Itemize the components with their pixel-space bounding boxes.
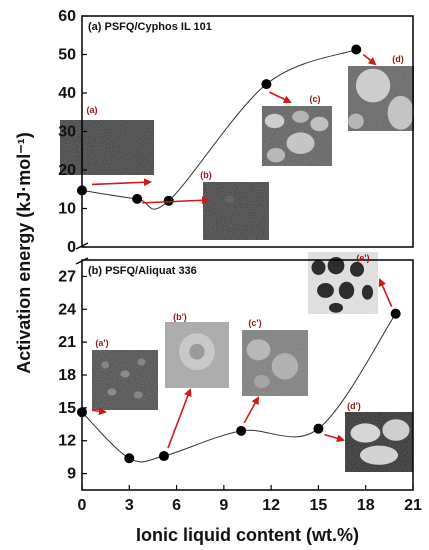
micrograph-c-prime xyxy=(242,330,308,396)
micrograph-c-prime-domain xyxy=(271,353,299,380)
micrograph-d-domain xyxy=(355,68,391,103)
micrograph-e-prime-domain xyxy=(317,283,334,298)
micrograph-c-domain xyxy=(292,110,309,123)
micrograph-a-texture xyxy=(60,120,154,175)
y-tick-label: 24 xyxy=(58,301,76,318)
inset-label: (a) xyxy=(87,105,98,115)
inset-label: (e') xyxy=(356,253,369,263)
data-point-b xyxy=(236,425,247,436)
y-tick-label: 30 xyxy=(58,124,76,141)
micrograph-a xyxy=(60,120,154,175)
y-axis-title: Activation energy (kJ·mol⁻¹) xyxy=(14,132,34,374)
micrograph-a-prime xyxy=(92,350,158,410)
micrograph-b xyxy=(203,182,269,240)
arrow-e-prime xyxy=(378,278,393,307)
arrow-c-prime xyxy=(243,396,259,424)
micrograph-e-prime-domain xyxy=(329,302,343,313)
series-line-a xyxy=(81,49,357,210)
y-tick-label: 10 xyxy=(58,201,76,218)
micrograph-a-prime-domain xyxy=(120,370,130,378)
data-point-a xyxy=(261,79,272,90)
data-point-b xyxy=(390,308,401,319)
inset-label: (a') xyxy=(95,338,108,348)
x-tick-label: 0 xyxy=(78,497,87,514)
micrograph-c-domain xyxy=(264,113,285,129)
y-tick-label: 60 xyxy=(58,8,76,25)
data-point-b xyxy=(77,407,87,418)
micrograph-e-prime-domain xyxy=(311,260,326,275)
data-point-a xyxy=(77,185,87,196)
arrow-b-prime xyxy=(167,388,192,449)
micrograph-a-prime-domain xyxy=(133,391,143,399)
y-tick-label: 18 xyxy=(58,367,76,384)
inset-label: (c) xyxy=(310,94,321,104)
x-tick-label: 12 xyxy=(262,497,280,514)
inset-label: (b) xyxy=(200,170,212,180)
micrograph-a-prime-domain xyxy=(137,358,146,366)
y-tick-label: 15 xyxy=(58,400,76,417)
micrograph-d-domain xyxy=(348,113,364,130)
micrograph-b-prime xyxy=(165,322,229,388)
y-tick-label: 20 xyxy=(58,162,76,179)
micrograph-d-prime xyxy=(345,412,413,472)
inset-label: (c') xyxy=(248,318,261,328)
x-tick-label: 21 xyxy=(404,497,422,514)
micrograph-d xyxy=(348,66,414,131)
micrograph-e-prime xyxy=(308,252,378,314)
micrograph-d-prime-domain xyxy=(359,445,399,465)
panel-b-label: (b) PSFQ/Aliquat 336 xyxy=(88,265,197,277)
x-tick-label: 18 xyxy=(357,497,375,514)
micrograph-c-prime-domain xyxy=(246,339,271,361)
micrograph-e-prime-domain xyxy=(327,256,345,275)
x-tick-label: 15 xyxy=(310,497,328,514)
micrograph-e-prime-domain xyxy=(361,284,374,300)
data-point-b xyxy=(158,451,169,462)
micrograph-a-prime-domain xyxy=(107,388,117,396)
micrograph-e-prime-domain xyxy=(338,281,355,300)
x-axis-title: Ionic liquid content (wt.%) xyxy=(136,525,359,545)
micrograph-c-prime-domain xyxy=(253,374,270,389)
micrograph-c-domain xyxy=(310,116,329,132)
micrograph-b-domain xyxy=(224,195,235,203)
micrograph-e-prime-domain xyxy=(350,261,364,277)
y-tick-label: 50 xyxy=(58,47,76,64)
data-point-b xyxy=(313,423,324,434)
micrograph-a-prime-domain xyxy=(101,361,110,369)
arrow-d xyxy=(362,53,377,66)
y-tick-label: 12 xyxy=(58,433,76,450)
arrow-c xyxy=(269,91,292,104)
y-tick-label: 21 xyxy=(58,334,76,351)
arrow-a-prime xyxy=(91,407,107,416)
axis-break-mark xyxy=(75,257,89,265)
data-point-a xyxy=(132,193,143,204)
micrograph-d-prime-domain xyxy=(382,419,410,441)
micrograph-c-domain xyxy=(266,148,286,163)
y-tick-label: 9 xyxy=(67,466,76,483)
y-tick-label: 27 xyxy=(58,268,76,285)
micrograph-a-prime-texture xyxy=(92,350,158,410)
micrograph-d-prime-domain xyxy=(350,423,381,443)
axis-break-mark xyxy=(75,242,89,250)
micrograph-c-domain xyxy=(286,132,315,154)
y-tick-label: 0 xyxy=(67,239,76,256)
arrow-d-prime xyxy=(324,433,345,443)
inset-label: (d) xyxy=(392,54,404,64)
arrow-b xyxy=(142,196,210,205)
y-tick-label: 40 xyxy=(58,85,76,102)
data-point-a xyxy=(163,195,174,206)
arrow-a xyxy=(91,178,152,187)
micrograph-d-domain xyxy=(387,95,414,130)
inset-label: (b') xyxy=(173,312,187,322)
inset-label: (d') xyxy=(347,401,361,411)
x-tick-label: 9 xyxy=(219,497,228,514)
x-tick-label: 3 xyxy=(125,497,134,514)
x-tick-label: 6 xyxy=(172,497,181,514)
micrograph-b-prime-domain xyxy=(189,343,205,360)
panel-a-label: (a) PSFQ/Cyphos IL 101 xyxy=(88,21,212,33)
micrograph-c xyxy=(262,106,332,166)
data-point-b xyxy=(124,453,135,464)
data-point-a xyxy=(351,44,362,55)
micrograph-b-texture xyxy=(203,182,269,240)
